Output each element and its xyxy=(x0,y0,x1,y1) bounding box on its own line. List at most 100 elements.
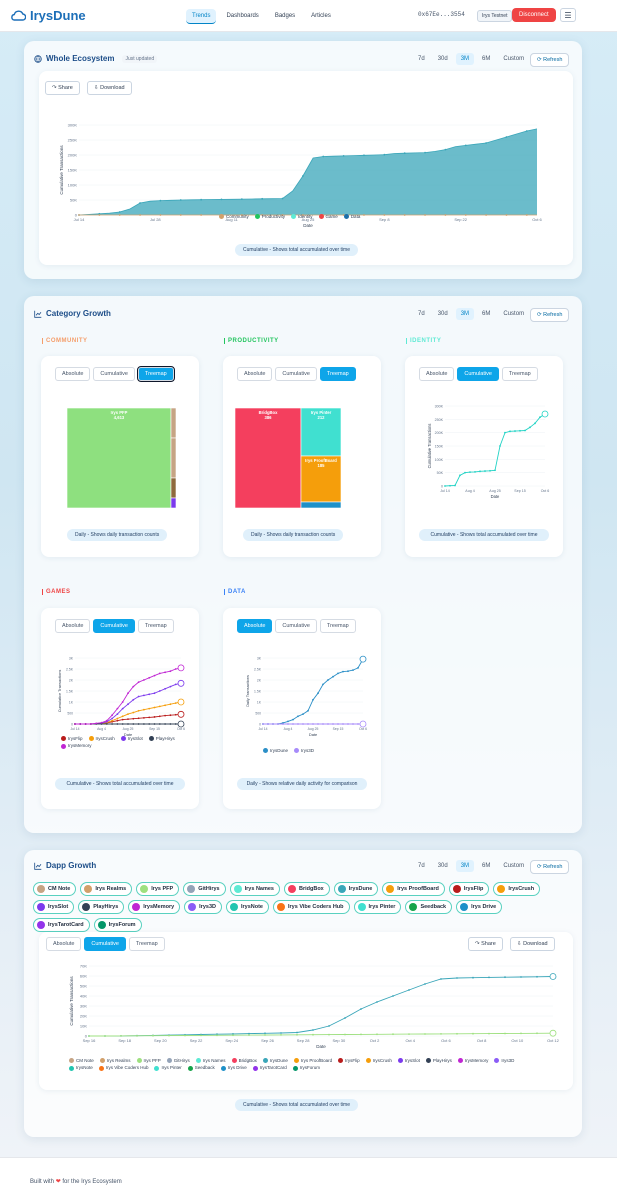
share-button[interactable]: ↷ Share xyxy=(45,81,80,95)
tab-treemap[interactable]: Treemap xyxy=(137,619,174,633)
legend-item[interactable]: Data xyxy=(343,214,360,220)
legend-item[interactable]: IrysMemory xyxy=(457,1058,488,1064)
dapp-chip[interactable]: CM Note xyxy=(33,882,77,896)
tab-absolute[interactable]: Absolute xyxy=(55,619,91,633)
nav-badges[interactable]: Badges xyxy=(274,13,296,19)
range-6m[interactable]: 6M xyxy=(482,56,491,62)
tab-absolute[interactable]: Absolute xyxy=(46,937,82,951)
tab-treemap[interactable]: Treemap xyxy=(319,619,356,633)
legend-item[interactable]: IrysNote xyxy=(69,1065,93,1071)
nav-dashboards[interactable]: Dashboards xyxy=(226,13,259,19)
dapp-chip[interactable]: IrysMemory xyxy=(128,900,181,914)
brand[interactable]: IrysDune xyxy=(10,8,86,23)
range-6m[interactable]: 6M xyxy=(482,863,491,869)
legend-item[interactable]: IrysFlip xyxy=(338,1058,360,1064)
dapp-chip[interactable]: Irys ProofBoard xyxy=(382,882,445,896)
range-7d[interactable]: 7d xyxy=(418,863,425,869)
tab-treemap[interactable]: Treemap xyxy=(319,367,356,381)
legend-item[interactable]: PlayHirys xyxy=(148,736,175,742)
range-3m[interactable]: 3M xyxy=(455,53,475,65)
tab-absolute[interactable]: Absolute xyxy=(237,367,273,381)
tab-treemap[interactable]: Treemap xyxy=(128,937,165,951)
download-button[interactable]: ⇩ Download xyxy=(510,937,555,951)
dapp-chip[interactable]: Irys Pinter xyxy=(353,900,402,914)
dapp-chip[interactable]: Irys Drive xyxy=(456,900,503,914)
nav-trends[interactable]: Trends xyxy=(186,9,217,24)
legend-item[interactable]: IrysCrush xyxy=(365,1058,392,1064)
legend-item[interactable]: IrysFlip xyxy=(61,736,83,742)
legend-item[interactable]: IrysTarotCard xyxy=(252,1065,287,1071)
range-7d[interactable]: 7d xyxy=(418,56,425,62)
dapp-chip[interactable]: IrysCrush xyxy=(493,882,541,896)
dapp-chip[interactable]: Irys3D xyxy=(184,900,222,914)
range-3m[interactable]: 3M xyxy=(455,860,475,872)
wallet-address[interactable]: 0x67Ee...3554 xyxy=(418,11,465,18)
legend-item[interactable]: IrysDune xyxy=(262,1058,288,1064)
legend-item[interactable]: Irys Realms xyxy=(99,1058,131,1064)
legend-item[interactable]: IrysMemory xyxy=(61,743,92,749)
dapp-chip[interactable]: Irys PFP xyxy=(136,882,180,896)
dapp-chip[interactable]: IrysTarotCard xyxy=(33,918,90,932)
tab-cumulative[interactable]: Cumulative xyxy=(275,619,317,633)
tab-cumulative[interactable]: Cumulative xyxy=(84,937,126,951)
tab-absolute[interactable]: Absolute xyxy=(237,619,273,633)
dapp-chip[interactable]: IrysForum xyxy=(93,918,142,932)
share-button[interactable]: ↷ Share xyxy=(468,937,503,951)
legend-item[interactable]: IrysSlot xyxy=(120,736,143,742)
range-30d[interactable]: 30d xyxy=(437,311,448,317)
legend-item[interactable]: Irys Names xyxy=(195,1058,226,1064)
legend-item[interactable]: Irys Vibe Coders Hub xyxy=(98,1065,148,1071)
dapp-chip[interactable]: PlayHirys xyxy=(78,900,125,914)
tab-cumulative[interactable]: Cumulative xyxy=(457,367,499,381)
dapp-chip[interactable]: IrysDune xyxy=(333,882,379,896)
ecosystem-refresh-button[interactable]: ⟳ Refresh xyxy=(530,53,570,67)
tab-absolute[interactable]: Absolute xyxy=(419,367,455,381)
dapp-chip[interactable]: IrysSlot xyxy=(33,900,75,914)
legend-item[interactable]: Irys Pinter xyxy=(154,1065,182,1071)
legend-item[interactable]: IrysForum xyxy=(292,1065,320,1071)
range-30d[interactable]: 30d xyxy=(437,863,448,869)
tab-cumulative[interactable]: Cumulative xyxy=(275,367,317,381)
range-custom[interactable]: Custom xyxy=(503,311,525,317)
dapp-chip[interactable]: Seedback xyxy=(405,900,453,914)
dapp-chip[interactable]: Irys Vibe Coders Hub xyxy=(273,900,350,914)
range-30d[interactable]: 30d xyxy=(437,56,448,62)
legend-item[interactable]: Irys Drive xyxy=(220,1065,247,1071)
legend-item[interactable]: GitHirys xyxy=(166,1058,190,1064)
range-6m[interactable]: 6M xyxy=(482,311,491,317)
legend-item[interactable]: Game xyxy=(318,214,338,220)
dapp-chip[interactable]: IrysNote xyxy=(225,900,269,914)
dapp-chip[interactable]: Irys Names xyxy=(229,882,280,896)
legend-item[interactable]: IrysDune xyxy=(263,748,288,754)
legend-item[interactable]: IrysCrush xyxy=(88,736,115,742)
range-custom[interactable]: Custom xyxy=(503,56,525,62)
range-7d[interactable]: 7d xyxy=(418,311,425,317)
legend-item[interactable]: Irys3D xyxy=(494,1058,514,1064)
hamburger-menu-icon[interactable]: ☰ xyxy=(560,8,576,22)
dapp-chip[interactable]: GitHirys xyxy=(183,882,226,896)
tab-cumulative[interactable]: Cumulative xyxy=(93,367,135,381)
legend-item[interactable]: CM Note xyxy=(69,1058,94,1064)
category-refresh-button[interactable]: ⟳ Refresh xyxy=(530,308,570,322)
legend-item[interactable]: Irys3D xyxy=(294,748,314,754)
nav-articles[interactable]: Articles xyxy=(311,13,331,19)
legend-item[interactable]: Community xyxy=(219,214,249,220)
dapp-chip[interactable]: IrysFlip xyxy=(448,882,490,896)
dapp-chip[interactable]: Irys Realms xyxy=(80,882,133,896)
dapp-chip[interactable]: BridgBox xyxy=(283,882,330,896)
legend-item[interactable]: IrysSlot xyxy=(397,1058,420,1064)
legend-item[interactable]: Irys PFP xyxy=(136,1058,161,1064)
dapp-refresh-button[interactable]: ⟳ Refresh xyxy=(530,860,570,874)
legend-item[interactable]: PlayHirys xyxy=(425,1058,452,1064)
disconnect-button[interactable]: Disconnect xyxy=(512,8,556,22)
tab-absolute[interactable]: Absolute xyxy=(55,367,91,381)
legend-item[interactable]: Identity xyxy=(291,214,313,220)
range-3m[interactable]: 3M xyxy=(455,308,475,320)
legend-item[interactable]: Productivity xyxy=(254,214,285,220)
tab-treemap[interactable]: Treemap xyxy=(136,366,175,382)
tab-cumulative[interactable]: Cumulative xyxy=(93,619,135,633)
download-button[interactable]: ⇩ Download xyxy=(87,81,132,95)
range-custom[interactable]: Custom xyxy=(503,863,525,869)
legend-item[interactable]: Seedback xyxy=(187,1065,215,1071)
legend-item[interactable]: BridgBox xyxy=(231,1058,257,1064)
